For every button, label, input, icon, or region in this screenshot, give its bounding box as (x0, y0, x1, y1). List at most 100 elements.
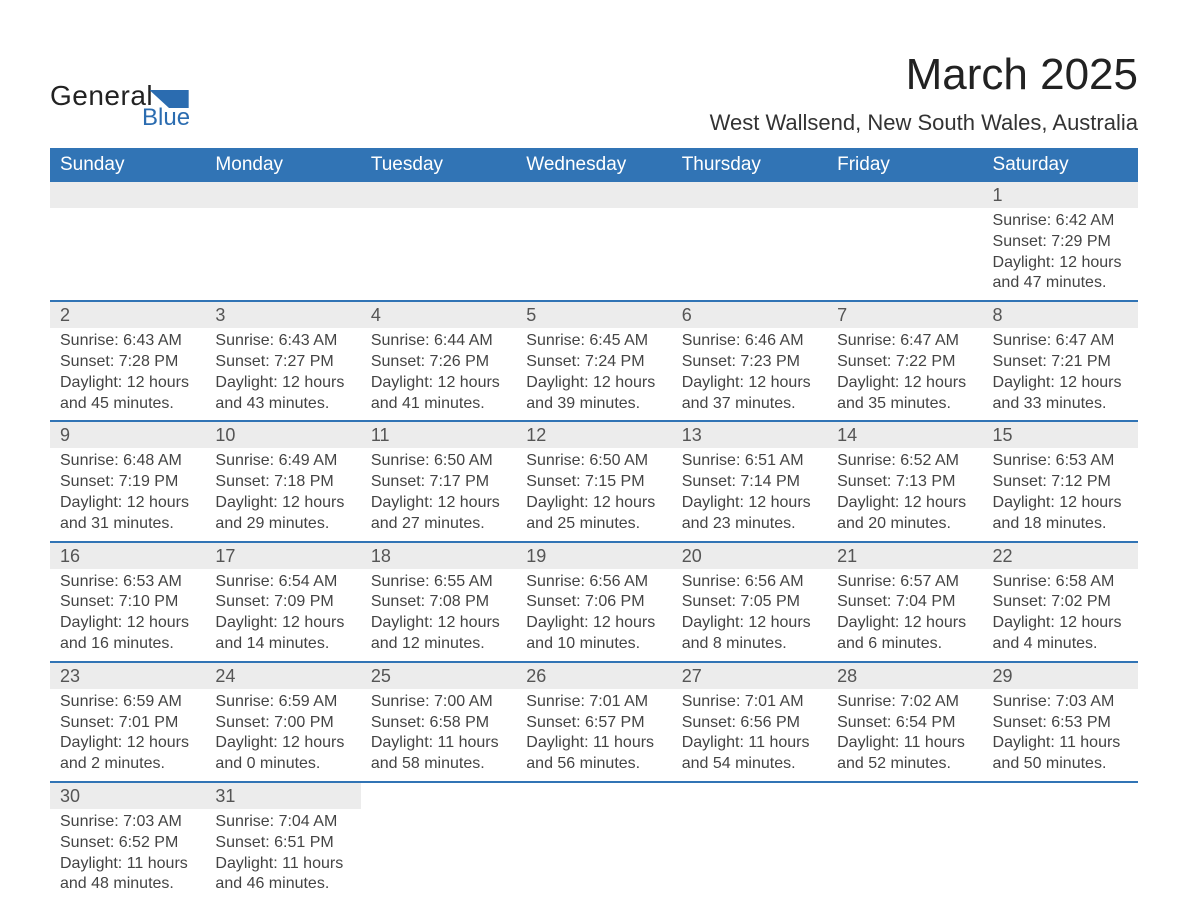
calendar-day-cell (672, 783, 827, 901)
day-details: Sunrise: 6:42 AMSunset: 7:29 PMDaylight:… (983, 208, 1138, 300)
daylight-text: Daylight: 12 hours and 41 minutes. (371, 373, 506, 415)
calendar-day-cell: 3Sunrise: 6:43 AMSunset: 7:27 PMDaylight… (205, 302, 360, 420)
sunset-text: Sunset: 7:13 PM (837, 472, 972, 493)
daylight-text: Daylight: 12 hours and 25 minutes. (526, 493, 661, 535)
day-number-bar: 4 (361, 302, 516, 328)
day-number-bar: 25 (361, 663, 516, 689)
daylight-text: Daylight: 12 hours and 47 minutes. (993, 253, 1128, 295)
sunset-text: Sunset: 7:00 PM (215, 713, 350, 734)
weekday-header: Thursday (672, 148, 827, 182)
day-details: Sunrise: 6:52 AMSunset: 7:13 PMDaylight:… (827, 448, 982, 540)
daylight-text: Daylight: 11 hours and 52 minutes. (837, 733, 972, 775)
day-number-bar: 31 (205, 783, 360, 809)
sunset-text: Sunset: 7:21 PM (993, 352, 1128, 373)
day-details: Sunrise: 6:50 AMSunset: 7:17 PMDaylight:… (361, 448, 516, 540)
sunrise-text: Sunrise: 6:59 AM (215, 692, 350, 713)
day-details: Sunrise: 6:53 AMSunset: 7:10 PMDaylight:… (50, 569, 205, 661)
calendar-week-row: 1Sunrise: 6:42 AMSunset: 7:29 PMDaylight… (50, 182, 1138, 300)
daylight-text: Daylight: 12 hours and 37 minutes. (682, 373, 817, 415)
day-details: Sunrise: 6:54 AMSunset: 7:09 PMDaylight:… (205, 569, 360, 661)
sunrise-text: Sunrise: 7:04 AM (215, 812, 350, 833)
sunrise-text: Sunrise: 7:01 AM (526, 692, 661, 713)
calendar-day-cell: 18Sunrise: 6:55 AMSunset: 7:08 PMDayligh… (361, 543, 516, 661)
day-details: Sunrise: 7:01 AMSunset: 6:56 PMDaylight:… (672, 689, 827, 781)
calendar-day-cell (50, 182, 205, 300)
day-number-bar: 10 (205, 422, 360, 448)
daylight-text: Daylight: 11 hours and 54 minutes. (682, 733, 817, 775)
page-header: General Blue March 2025 West Wallsend, N… (50, 50, 1138, 136)
day-details: Sunrise: 6:46 AMSunset: 7:23 PMDaylight:… (672, 328, 827, 420)
calendar-day-cell: 2Sunrise: 6:43 AMSunset: 7:28 PMDaylight… (50, 302, 205, 420)
sunrise-text: Sunrise: 6:42 AM (993, 211, 1128, 232)
sunrise-text: Sunrise: 7:02 AM (837, 692, 972, 713)
sunrise-text: Sunrise: 7:00 AM (371, 692, 506, 713)
calendar-day-cell: 13Sunrise: 6:51 AMSunset: 7:14 PMDayligh… (672, 422, 827, 540)
sunset-text: Sunset: 7:02 PM (993, 592, 1128, 613)
sunset-text: Sunset: 7:18 PM (215, 472, 350, 493)
day-number-bar (827, 182, 982, 208)
sunset-text: Sunset: 7:01 PM (60, 713, 195, 734)
day-number-bar (516, 182, 671, 208)
calendar-day-cell: 31Sunrise: 7:04 AMSunset: 6:51 PMDayligh… (205, 783, 360, 901)
calendar-day-cell (361, 783, 516, 901)
sunset-text: Sunset: 6:54 PM (837, 713, 972, 734)
day-details: Sunrise: 6:48 AMSunset: 7:19 PMDaylight:… (50, 448, 205, 540)
day-details: Sunrise: 6:51 AMSunset: 7:14 PMDaylight:… (672, 448, 827, 540)
daylight-text: Daylight: 12 hours and 10 minutes. (526, 613, 661, 655)
calendar-day-cell: 19Sunrise: 6:56 AMSunset: 7:06 PMDayligh… (516, 543, 671, 661)
calendar-day-cell: 24Sunrise: 6:59 AMSunset: 7:00 PMDayligh… (205, 663, 360, 781)
day-number-bar (205, 182, 360, 208)
calendar-day-cell: 9Sunrise: 6:48 AMSunset: 7:19 PMDaylight… (50, 422, 205, 540)
day-number-bar: 16 (50, 543, 205, 569)
day-number-bar: 18 (361, 543, 516, 569)
calendar-day-cell: 22Sunrise: 6:58 AMSunset: 7:02 PMDayligh… (983, 543, 1138, 661)
sunset-text: Sunset: 6:52 PM (60, 833, 195, 854)
sunrise-text: Sunrise: 6:58 AM (993, 572, 1128, 593)
daylight-text: Daylight: 11 hours and 48 minutes. (60, 854, 195, 896)
sunset-text: Sunset: 7:23 PM (682, 352, 817, 373)
day-number-bar: 5 (516, 302, 671, 328)
calendar-day-cell (827, 182, 982, 300)
day-details: Sunrise: 7:04 AMSunset: 6:51 PMDaylight:… (205, 809, 360, 901)
daylight-text: Daylight: 12 hours and 4 minutes. (993, 613, 1128, 655)
sunset-text: Sunset: 7:24 PM (526, 352, 661, 373)
day-details: Sunrise: 7:02 AMSunset: 6:54 PMDaylight:… (827, 689, 982, 781)
day-number-bar: 11 (361, 422, 516, 448)
day-number-bar: 19 (516, 543, 671, 569)
day-number-bar: 27 (672, 663, 827, 689)
sunrise-text: Sunrise: 6:57 AM (837, 572, 972, 593)
day-details: Sunrise: 6:43 AMSunset: 7:28 PMDaylight:… (50, 328, 205, 420)
sunrise-text: Sunrise: 6:46 AM (682, 331, 817, 352)
sunset-text: Sunset: 6:58 PM (371, 713, 506, 734)
calendar-day-cell (205, 182, 360, 300)
sunset-text: Sunset: 7:15 PM (526, 472, 661, 493)
day-details: Sunrise: 6:47 AMSunset: 7:22 PMDaylight:… (827, 328, 982, 420)
calendar-day-cell: 12Sunrise: 6:50 AMSunset: 7:15 PMDayligh… (516, 422, 671, 540)
daylight-text: Daylight: 11 hours and 58 minutes. (371, 733, 506, 775)
sunset-text: Sunset: 7:09 PM (215, 592, 350, 613)
day-details: Sunrise: 7:01 AMSunset: 6:57 PMDaylight:… (516, 689, 671, 781)
sunrise-text: Sunrise: 6:45 AM (526, 331, 661, 352)
day-number-bar: 24 (205, 663, 360, 689)
calendar-day-cell: 28Sunrise: 7:02 AMSunset: 6:54 PMDayligh… (827, 663, 982, 781)
calendar-day-cell: 20Sunrise: 6:56 AMSunset: 7:05 PMDayligh… (672, 543, 827, 661)
calendar-day-cell (516, 783, 671, 901)
sunrise-text: Sunrise: 6:50 AM (526, 451, 661, 472)
sunset-text: Sunset: 7:28 PM (60, 352, 195, 373)
daylight-text: Daylight: 12 hours and 31 minutes. (60, 493, 195, 535)
daylight-text: Daylight: 12 hours and 29 minutes. (215, 493, 350, 535)
calendar-day-cell (516, 182, 671, 300)
weekday-header: Friday (827, 148, 982, 182)
calendar-day-cell: 4Sunrise: 6:44 AMSunset: 7:26 PMDaylight… (361, 302, 516, 420)
daylight-text: Daylight: 12 hours and 35 minutes. (837, 373, 972, 415)
logo-triangle-icon (150, 90, 189, 108)
sunset-text: Sunset: 7:10 PM (60, 592, 195, 613)
day-details: Sunrise: 6:56 AMSunset: 7:06 PMDaylight:… (516, 569, 671, 661)
calendar-day-cell: 7Sunrise: 6:47 AMSunset: 7:22 PMDaylight… (827, 302, 982, 420)
calendar-week-row: 2Sunrise: 6:43 AMSunset: 7:28 PMDaylight… (50, 300, 1138, 420)
day-number-bar: 8 (983, 302, 1138, 328)
sunset-text: Sunset: 7:08 PM (371, 592, 506, 613)
logo-text-sub: Blue (142, 104, 190, 132)
day-number-bar: 28 (827, 663, 982, 689)
day-details: Sunrise: 6:45 AMSunset: 7:24 PMDaylight:… (516, 328, 671, 420)
